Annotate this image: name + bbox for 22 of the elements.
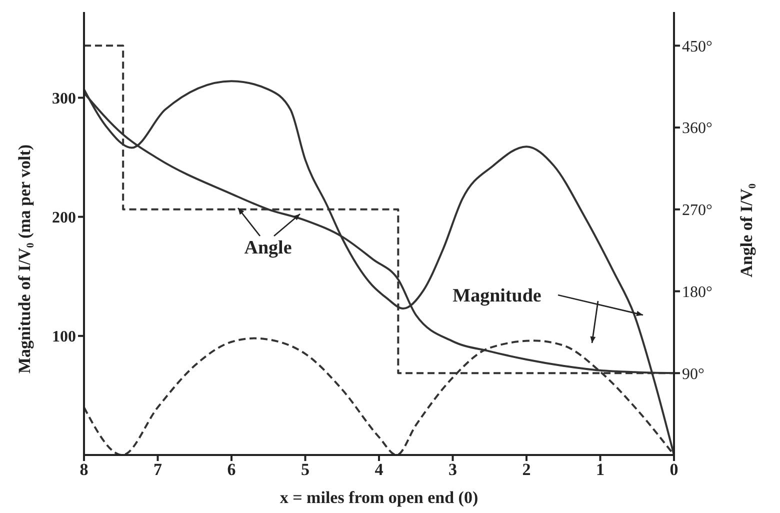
y-tick-label: 100 [52,328,76,346]
y2-tick-label: 450° [682,38,712,56]
x-tick-label: 7 [154,460,162,480]
y-axis-title: Magnitude of I/V₀ (ma per volt) [15,144,34,374]
y-tick-label: 300 [52,90,76,108]
y2-tick-label: 180° [682,284,712,301]
x-axis-title: x = miles from open end (0) [280,488,478,507]
annotation: Angle [244,238,292,258]
y2-tick-label: 90° [682,366,704,383]
x-tick-label: 6 [227,460,236,480]
y-tick-label: 200 [52,210,76,227]
y2-axis-title: Angle of I/V₀ [737,184,756,278]
x-tick-label: 3 [448,460,457,480]
x-tick-label: 2 [522,460,531,480]
y2-tick-label: 270° [682,202,712,220]
y2-tick-label: 360° [682,120,712,138]
annotation: Magnitude [452,286,542,306]
x-tick-label: 5 [301,460,310,480]
x-tick-label: 0 [670,460,678,480]
x-tick-label: 1 [596,460,604,480]
x-tick-label: 4 [374,460,384,480]
x-tick-label: 8 [80,460,88,480]
